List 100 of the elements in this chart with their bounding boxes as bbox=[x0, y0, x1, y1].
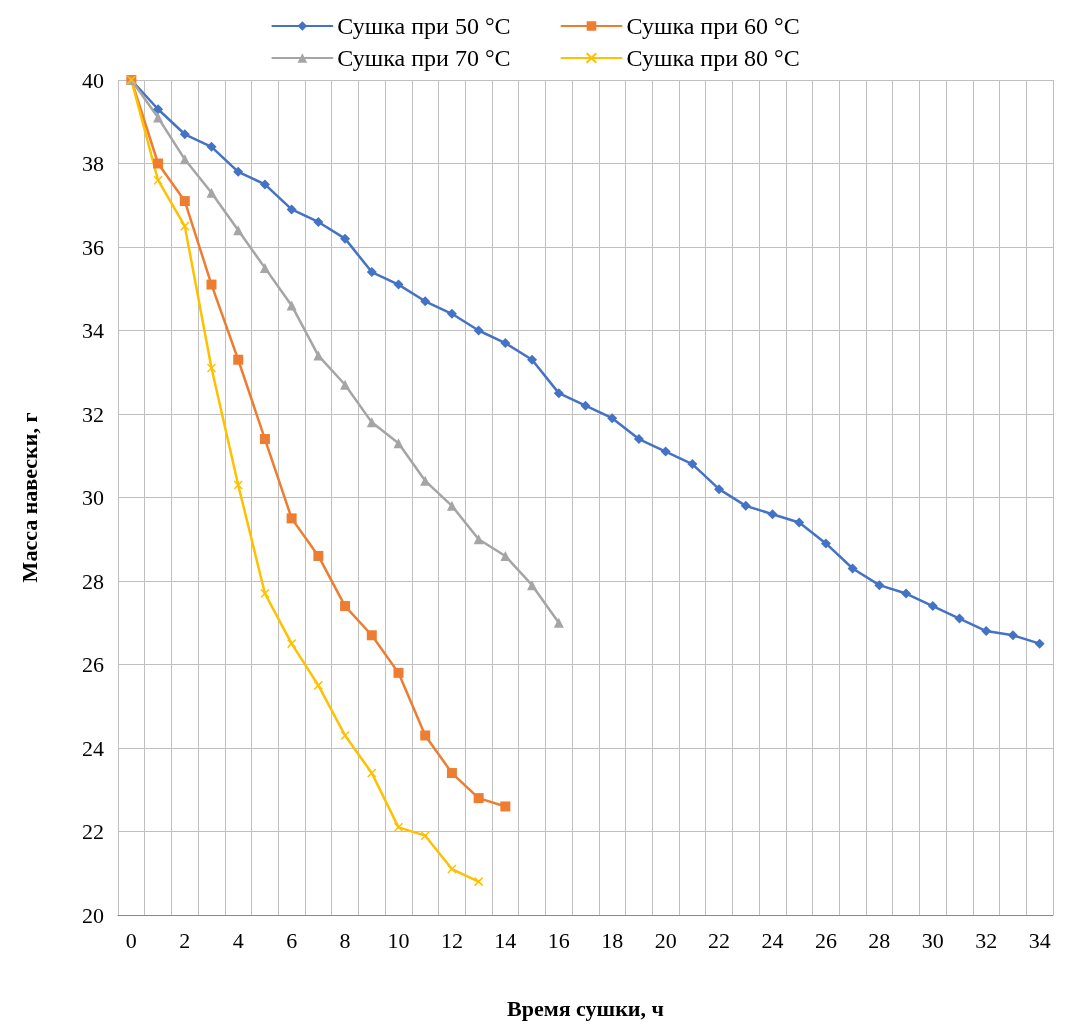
point bbox=[313, 350, 324, 361]
point bbox=[179, 154, 190, 165]
point bbox=[740, 500, 751, 511]
point bbox=[313, 680, 324, 691]
x-tick-label: 6 bbox=[286, 927, 298, 953]
point bbox=[233, 225, 244, 236]
x-tick-label: 16 bbox=[547, 927, 570, 953]
point bbox=[313, 216, 324, 227]
point bbox=[259, 262, 270, 273]
point bbox=[366, 267, 377, 278]
point bbox=[366, 417, 377, 428]
point bbox=[393, 438, 404, 449]
point bbox=[446, 768, 457, 779]
x-tick-label: 2 bbox=[179, 927, 191, 953]
y-tick-label: 38 bbox=[82, 151, 104, 176]
point bbox=[580, 400, 591, 411]
point bbox=[393, 822, 404, 833]
point bbox=[473, 325, 484, 336]
point bbox=[820, 538, 831, 549]
legend-label: Сушка при 50 °C bbox=[337, 13, 511, 39]
x-tick-label: 28 bbox=[868, 927, 891, 953]
y-tick-label: 24 bbox=[82, 735, 104, 761]
x-tick-label: 20 bbox=[654, 927, 677, 953]
point bbox=[500, 801, 511, 812]
point bbox=[366, 630, 377, 641]
point bbox=[259, 434, 270, 445]
y-tick-label: 28 bbox=[82, 568, 104, 594]
x-tick-label: 24 bbox=[761, 927, 784, 953]
point bbox=[340, 730, 350, 741]
point bbox=[153, 175, 163, 185]
point bbox=[500, 550, 511, 561]
x-tick-label: 34 bbox=[1028, 927, 1051, 953]
point bbox=[233, 480, 243, 490]
point bbox=[633, 434, 644, 445]
y-tick-label: 26 bbox=[82, 652, 104, 677]
y-tick-label: 32 bbox=[82, 401, 104, 427]
point bbox=[420, 830, 430, 841]
point bbox=[446, 500, 457, 511]
point bbox=[340, 601, 351, 612]
y-tick-label: 30 bbox=[82, 485, 104, 510]
point bbox=[767, 509, 778, 520]
point bbox=[420, 296, 431, 307]
point bbox=[393, 279, 404, 290]
x-tick-label: 4 bbox=[232, 927, 244, 953]
point bbox=[340, 379, 351, 390]
point bbox=[206, 187, 217, 198]
point bbox=[153, 112, 164, 123]
point bbox=[286, 513, 297, 524]
x-axis-title: Время сушки, ч bbox=[507, 995, 664, 1021]
y-tick-label: 40 bbox=[82, 67, 104, 93]
y-tick-label: 22 bbox=[82, 819, 104, 844]
point bbox=[286, 300, 297, 311]
point bbox=[1034, 638, 1045, 649]
point bbox=[286, 204, 297, 215]
point bbox=[687, 459, 698, 470]
legend-label: Сушка при 60 °C bbox=[626, 13, 800, 39]
point bbox=[180, 221, 190, 231]
point bbox=[527, 580, 538, 591]
point bbox=[179, 129, 190, 140]
point bbox=[473, 793, 484, 804]
x-tick-label: 30 bbox=[921, 927, 944, 953]
x-tick-label: 14 bbox=[494, 927, 517, 953]
y-axis-title: Масса навески, г bbox=[16, 412, 42, 583]
y-tick-label: 36 bbox=[82, 234, 104, 260]
x-tick-label: 8 bbox=[339, 927, 351, 953]
x-tick-label: 22 bbox=[708, 927, 731, 953]
point bbox=[607, 413, 618, 424]
point bbox=[527, 354, 538, 365]
point bbox=[447, 864, 457, 874]
point bbox=[233, 166, 244, 177]
point bbox=[206, 141, 217, 152]
point bbox=[206, 363, 217, 373]
x-tick-label: 10 bbox=[387, 927, 410, 953]
point bbox=[153, 158, 164, 169]
x-tick-label: 32 bbox=[975, 927, 998, 953]
point bbox=[874, 580, 885, 591]
x-tick-label: 26 bbox=[814, 927, 837, 953]
point bbox=[206, 279, 217, 290]
y-tick-label: 34 bbox=[82, 318, 104, 343]
point bbox=[500, 338, 511, 349]
point bbox=[954, 613, 965, 624]
point bbox=[446, 308, 457, 319]
point bbox=[313, 550, 324, 561]
point bbox=[340, 233, 351, 244]
point bbox=[473, 534, 484, 545]
point bbox=[393, 667, 404, 678]
point bbox=[847, 563, 858, 574]
legend-label: Сушка при 80 °C bbox=[626, 45, 800, 71]
x-tick-label: 12 bbox=[440, 927, 463, 953]
point bbox=[981, 626, 992, 637]
point bbox=[553, 617, 564, 628]
point bbox=[260, 588, 270, 599]
point bbox=[553, 388, 564, 399]
point bbox=[794, 517, 805, 528]
point bbox=[286, 638, 297, 649]
point bbox=[901, 588, 912, 599]
point bbox=[927, 601, 938, 612]
point bbox=[179, 196, 190, 207]
x-tick-label: 18 bbox=[601, 927, 624, 953]
point bbox=[420, 730, 431, 741]
